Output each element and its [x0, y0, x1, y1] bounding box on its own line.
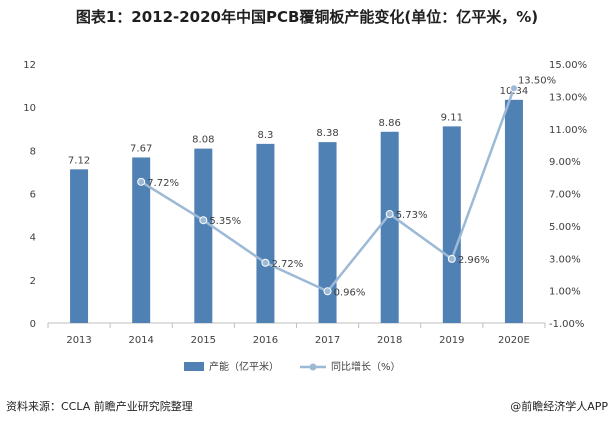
y-left-tick-label: 0 [30, 319, 36, 330]
y-right-tick-label: -1.00% [549, 319, 584, 330]
legend-line-label: 同比增长（%） [331, 360, 401, 373]
x-tick-label: 2018 [377, 335, 402, 346]
bar-data-label: 8.86 [379, 118, 401, 129]
y-right-tick-label: 13.00% [549, 92, 587, 103]
y-left-tick-label: 12 [23, 60, 36, 71]
bar [504, 99, 523, 323]
growth-point [385, 210, 394, 219]
bar [132, 157, 151, 323]
growth-data-label: 13.50% [518, 75, 556, 86]
bar [194, 148, 213, 323]
bar-data-label: 7.67 [130, 143, 152, 154]
growth-point [261, 258, 270, 267]
bar [318, 142, 337, 323]
y-right-tick-label: 9.00% [549, 157, 581, 168]
brand-credit: @前瞻经济学人APP [510, 400, 608, 413]
growth-data-label: 5.73% [396, 210, 428, 221]
source-note: 资料来源：CCLA 前瞻产业研究院整理 [6, 400, 193, 413]
growth-data-label: 7.72% [147, 178, 179, 189]
bar-data-label: 9.11 [441, 112, 463, 123]
y-left-tick-label: 4 [30, 233, 36, 244]
growth-data-label: 2.72% [271, 259, 303, 270]
growth-point [323, 287, 332, 296]
y-right-tick-label: 7.00% [549, 190, 581, 201]
growth-point [447, 254, 456, 263]
y-right-tick-label: 3.00% [549, 254, 581, 265]
growth-data-label: 0.96% [334, 287, 366, 298]
x-tick-label: 2015 [191, 335, 216, 346]
growth-data-label: 5.35% [209, 216, 241, 227]
y-right-tick-label: 5.00% [549, 222, 581, 233]
x-tick-label: 2017 [315, 335, 340, 346]
y-left-tick-label: 2 [30, 276, 36, 287]
x-tick-label: 2019 [439, 335, 464, 346]
y-right-tick-label: 1.00% [549, 287, 581, 298]
growth-point [199, 216, 208, 225]
bar [70, 169, 89, 323]
y-right-tick-label: 11.00% [549, 125, 587, 136]
y-left-tick-label: 8 [30, 146, 36, 157]
growth-point [509, 84, 518, 93]
growth-point [137, 177, 146, 186]
x-tick-label: 2016 [253, 335, 278, 346]
legend-line-marker [309, 363, 317, 371]
x-tick-label: 2020E [498, 335, 530, 346]
bar-data-label: 7.12 [68, 155, 90, 166]
y-right-tick-label: 15.00% [549, 60, 587, 71]
x-tick-label: 2014 [128, 335, 153, 346]
bar-data-label: 8.08 [192, 135, 214, 146]
legend-bar-swatch [184, 362, 204, 371]
chart-title: 图表1：2012-2020年中国PCB覆铜板产能变化(单位：亿平米，%) [75, 8, 539, 26]
x-tick-label: 2013 [66, 335, 91, 346]
bar [442, 126, 461, 324]
y-left-tick-label: 6 [30, 190, 36, 201]
legend-bar-label: 产能（亿平米） [209, 360, 279, 373]
bar [256, 143, 275, 323]
growth-data-label: 2.96% [458, 255, 490, 266]
bar-data-label: 8.38 [316, 128, 338, 139]
bar [380, 131, 399, 323]
bar-data-label: 8.3 [257, 130, 273, 141]
y-left-tick-label: 10 [23, 103, 36, 114]
